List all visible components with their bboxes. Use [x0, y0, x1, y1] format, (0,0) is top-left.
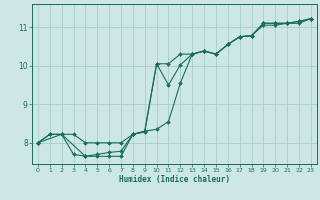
- X-axis label: Humidex (Indice chaleur): Humidex (Indice chaleur): [119, 175, 230, 184]
